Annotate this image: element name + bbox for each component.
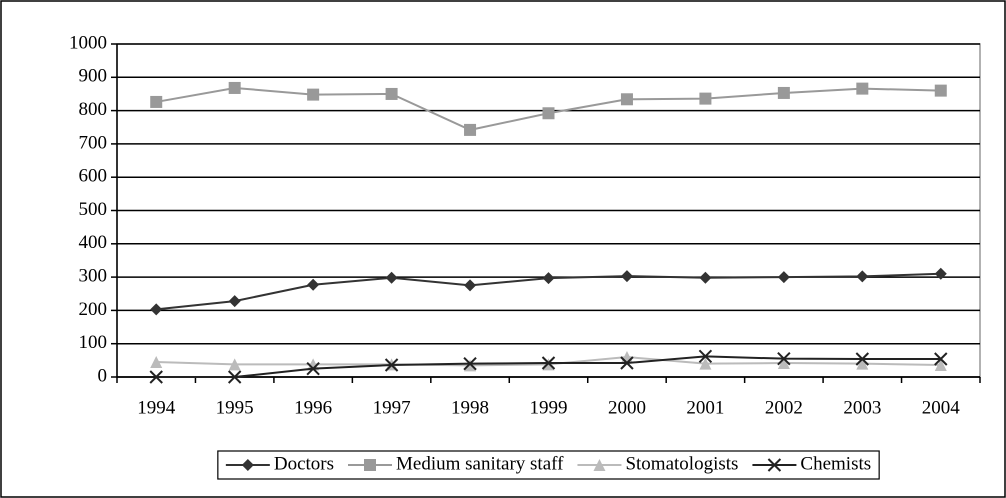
legend-label: Medium sanitary staff	[396, 453, 564, 474]
y-tick-label: 200	[79, 299, 108, 320]
marker	[464, 359, 477, 372]
marker	[698, 349, 713, 364]
marker	[777, 351, 791, 366]
legend: Doctors Medium sanitary staff Stomatologis…	[225, 453, 871, 474]
marker	[934, 352, 948, 366]
marker	[767, 458, 782, 472]
y-tick-label: 900	[79, 66, 108, 87]
marker	[307, 88, 320, 101]
x-tick-label: 2004	[922, 397, 961, 418]
marker	[856, 357, 869, 370]
marker	[856, 82, 869, 95]
marker	[620, 93, 633, 106]
marker	[228, 358, 241, 371]
marker	[306, 361, 320, 376]
x-tick-label: 1996	[294, 397, 332, 418]
marker	[777, 357, 790, 370]
y-tick-label: 400	[79, 232, 108, 253]
marker	[542, 272, 555, 285]
y-tick-label: 0	[98, 365, 108, 386]
x-tick-label: 1998	[451, 397, 489, 418]
x-tick-label: 1995	[216, 397, 254, 418]
marker	[307, 358, 320, 371]
marker	[241, 459, 254, 471]
y-tick-label: 500	[79, 199, 108, 220]
marker	[699, 92, 712, 105]
marker	[385, 87, 398, 100]
marker	[541, 356, 556, 370]
legend-label: Stomatologists	[625, 453, 738, 474]
y-tick-label: 600	[79, 166, 108, 187]
marker	[384, 358, 399, 372]
legend-frame	[217, 450, 880, 480]
marker	[934, 359, 947, 372]
marker	[777, 271, 790, 284]
marker	[149, 370, 163, 384]
y-tick-label: 100	[79, 332, 108, 353]
marker	[364, 459, 376, 471]
y-tick-label: 800	[79, 99, 108, 120]
marker	[699, 357, 712, 370]
x-tick-label: 2003	[843, 397, 881, 418]
marker	[620, 356, 634, 370]
x-tick-label: 1997	[373, 397, 411, 418]
y-tick-label: 1000	[69, 32, 107, 53]
marker	[228, 81, 241, 94]
y-tick-label: 300	[79, 265, 108, 286]
y-tick-label: 700	[79, 132, 108, 153]
marker	[463, 356, 477, 371]
marker	[150, 303, 163, 316]
marker	[699, 271, 712, 284]
legend-label: Chemists	[800, 453, 871, 474]
marker	[150, 95, 163, 108]
marker	[150, 356, 163, 369]
marker	[855, 352, 870, 366]
marker	[620, 270, 633, 283]
marker	[307, 278, 320, 291]
marker	[934, 267, 947, 280]
marker	[227, 370, 242, 384]
marker	[934, 84, 947, 97]
x-tick-label: 2001	[686, 397, 724, 418]
marker	[593, 459, 606, 471]
marker	[464, 123, 477, 136]
x-tick-label: 2000	[608, 397, 646, 418]
x-tick-label: 2002	[765, 397, 803, 418]
marker	[464, 279, 477, 292]
marker	[542, 107, 555, 120]
marker	[777, 86, 790, 99]
marker	[385, 271, 398, 284]
marker	[856, 270, 869, 283]
legend-label: Doctors	[274, 453, 334, 474]
x-tick-label: 1999	[530, 397, 568, 418]
marker	[228, 295, 241, 308]
x-tick-label: 1994	[137, 397, 176, 418]
